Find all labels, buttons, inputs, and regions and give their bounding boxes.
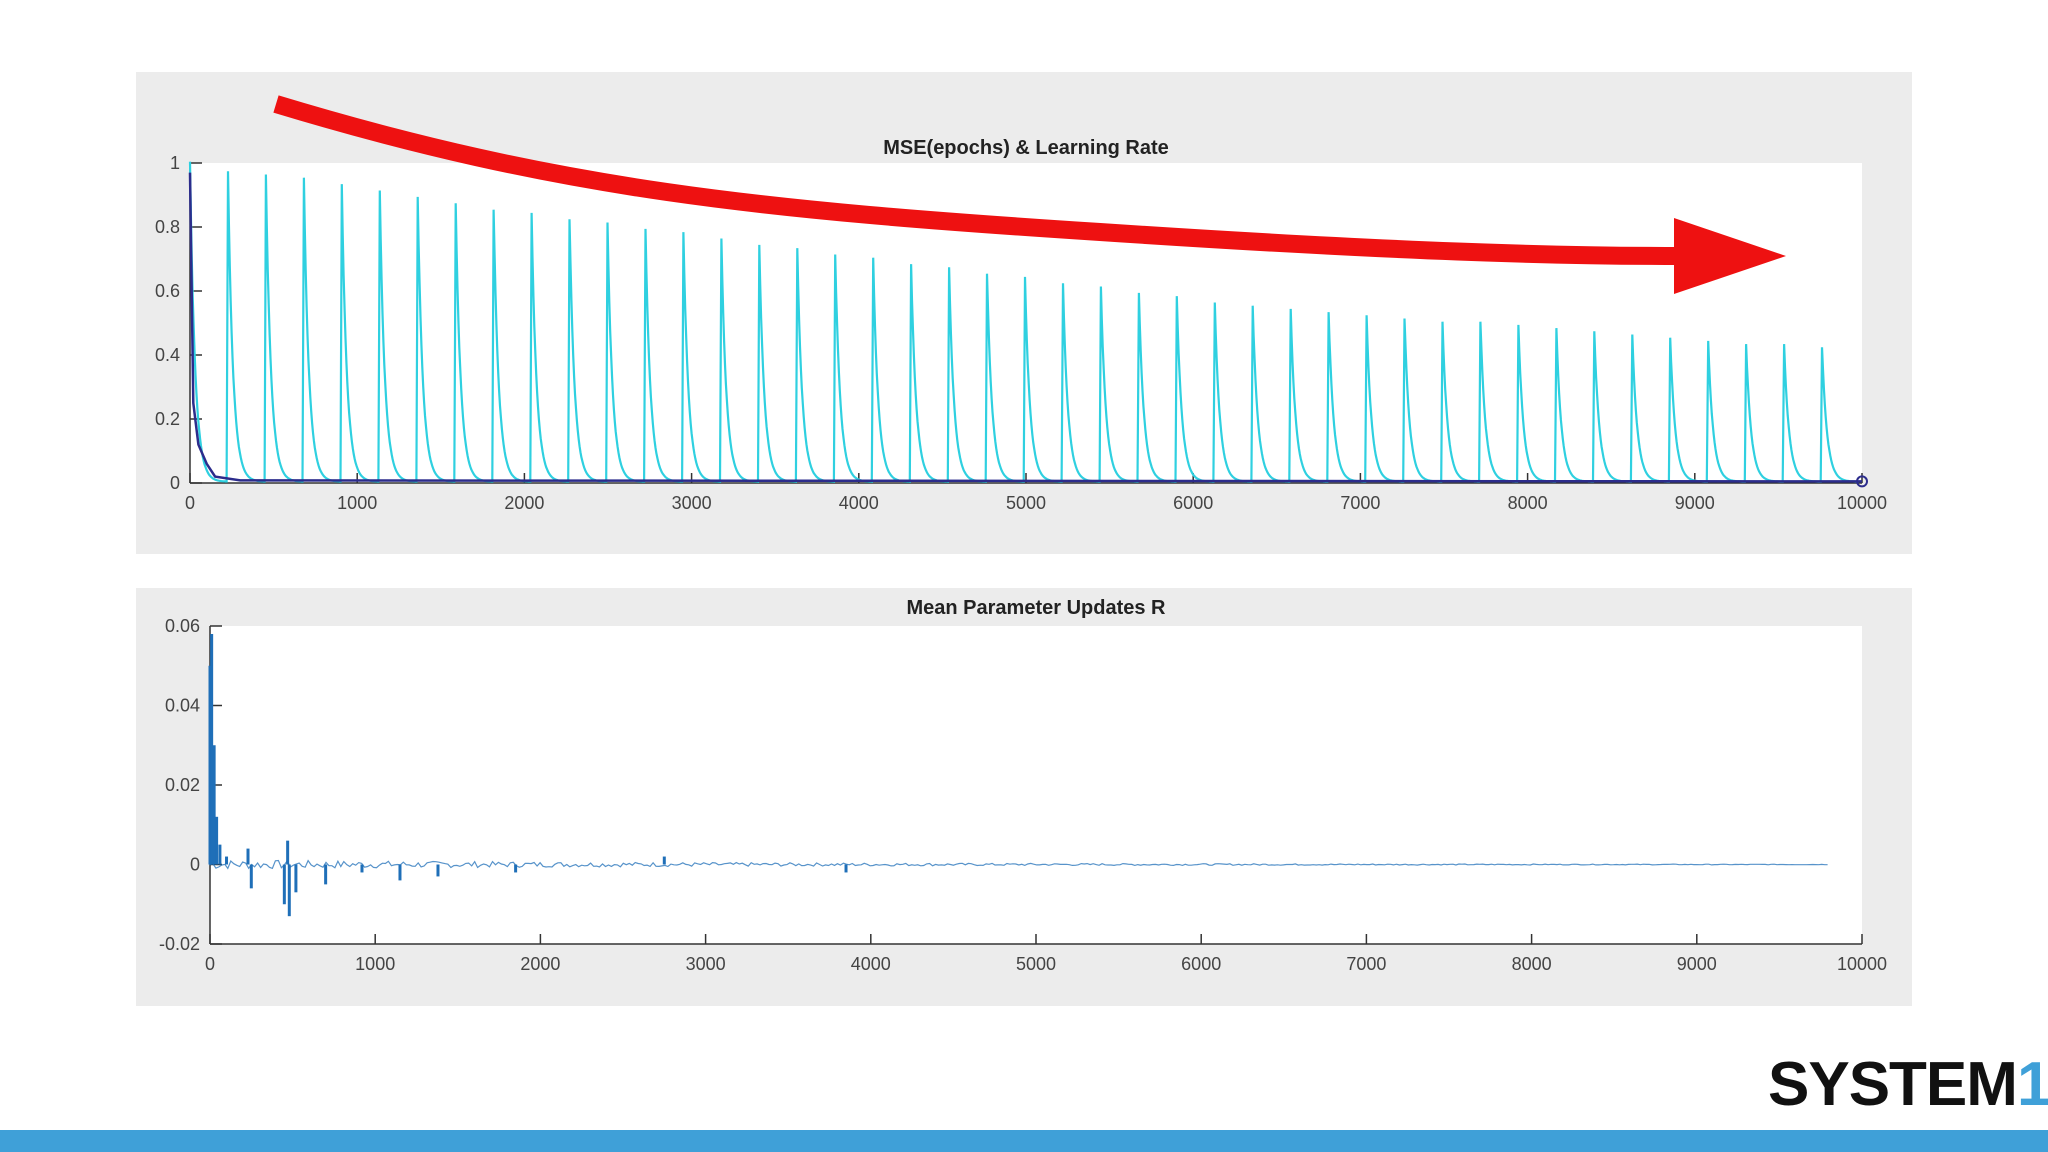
learning-rate-series-line <box>188 172 1863 483</box>
brand-accent: 1 <box>2016 1050 2048 1119</box>
top|0-x-tick-label: 0 <box>185 493 195 513</box>
bottom|1-x-tick-label: 0 <box>205 954 215 974</box>
brand-logo: SYSTEM1 <box>1768 1050 2048 1120</box>
top|0-x-tick-label: 8000 <box>1508 493 1548 513</box>
top-chart-title: MSE(epochs) & Learning Rate <box>883 137 1169 159</box>
top|0-x-tick-label: 2000 <box>504 493 544 513</box>
bottom|1-x-tick-label: 10000 <box>1837 954 1887 974</box>
bottom|1-x-tick-label: 6000 <box>1181 954 1221 974</box>
bottom|1-x-tick-label: 4000 <box>851 954 891 974</box>
bottom|1-x-tick-label: 1000 <box>355 954 395 974</box>
brand-text: SYSTEM <box>1768 1050 2018 1119</box>
top|0-y-tick-label: 0.2 <box>155 409 180 429</box>
top|0-x-tick-label: 5000 <box>1006 493 1046 513</box>
trend-arrow-shaft <box>273 95 1681 265</box>
bottom-plot-area <box>210 626 1862 944</box>
top|0-y-tick-label: 0.8 <box>155 217 180 237</box>
bottom|1-y-tick-label: 0 <box>190 855 200 875</box>
bottom|1-x-tick-label: 5000 <box>1016 954 1056 974</box>
bottom-chart-series <box>208 633 1828 917</box>
bottom|1-x-tick-label: 8000 <box>1512 954 1552 974</box>
top|0-x-tick-label: 10000 <box>1837 493 1887 513</box>
top-chart-series <box>188 161 1868 488</box>
bottom|1-x-tick-label: 9000 <box>1677 954 1717 974</box>
bottom-chart-title: Mean Parameter Updates R <box>907 597 1167 619</box>
top|0-x-tick-label: 6000 <box>1173 493 1213 513</box>
top|0-y-tick-label: 0.6 <box>155 281 180 301</box>
bottom|1-y-tick-label: 0.06 <box>165 616 200 636</box>
updates-noise-line <box>209 859 1828 870</box>
bottom|1-x-tick-label: 3000 <box>686 954 726 974</box>
bottom-chart-axes: 0 1000 2000 3000 4000 5000 6000 7000 8000 9000 100… <box>159 616 1887 974</box>
trend-arrow <box>273 95 1786 294</box>
top|0-x-tick-label: 3000 <box>672 493 712 513</box>
top|0-y-tick-label: 0.4 <box>155 345 180 365</box>
bottom|1-x-tick-label: 2000 <box>520 954 560 974</box>
bottom|1-y-tick-label: 0.04 <box>165 696 200 716</box>
bottom|1-y-tick-label: 0.02 <box>165 775 200 795</box>
top|0-y-tick-label: 0 <box>170 473 180 493</box>
top|0-y-tick-label: 1 <box>170 153 180 173</box>
trend-arrow-head <box>1674 218 1786 294</box>
bottom-accent-bar <box>0 1130 2048 1152</box>
bottom|1-x-tick-label: 7000 <box>1346 954 1386 974</box>
top|0-x-tick-label: 1000 <box>337 493 377 513</box>
learning-rate-end-marker <box>1856 475 1868 488</box>
top|0-x-tick-label: 4000 <box>839 493 879 513</box>
bottom|1-y-tick-label: -0.02 <box>159 934 200 954</box>
top|0-x-tick-label: 7000 <box>1340 493 1380 513</box>
top|0-x-tick-label: 9000 <box>1675 493 1715 513</box>
